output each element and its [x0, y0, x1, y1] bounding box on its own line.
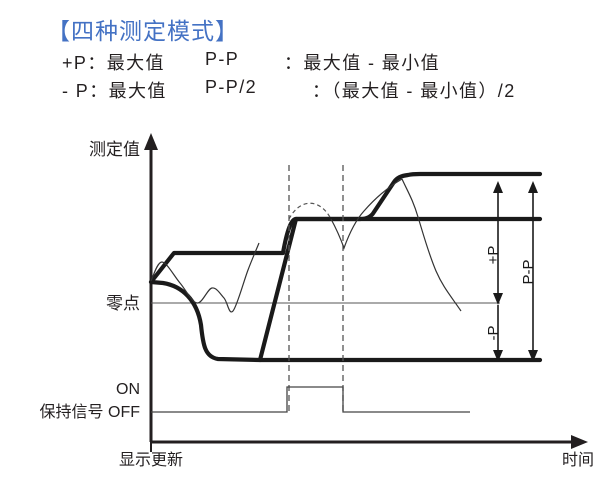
svg-text:显示更新: 显示更新: [119, 451, 183, 469]
svg-text:+P: +P: [485, 246, 502, 265]
svg-text:测定值: 测定值: [89, 140, 140, 159]
svg-text:时间: 时间: [562, 451, 594, 469]
svg-text:P-P: P-P: [520, 259, 537, 284]
svg-text:零点: 零点: [106, 294, 140, 313]
svg-text:-P: -P: [485, 326, 502, 341]
svg-text:ON: ON: [116, 381, 140, 398]
svg-text:保持信号 OFF: 保持信号 OFF: [40, 403, 141, 421]
